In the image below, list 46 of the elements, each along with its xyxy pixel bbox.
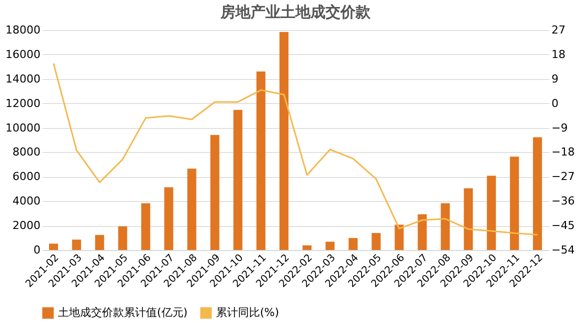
y-tick-label: 2000 [12,219,40,232]
chart-title: 房地产业土地成交价款 [220,3,372,21]
y2-tick-label: 9 [552,72,558,86]
y2-tick-label: −9 [552,121,568,134]
y2-tick-label: 18 [552,48,566,61]
bar [210,134,220,250]
y-tick-label: 4000 [12,194,40,208]
y2-tick-label: −36 [552,194,575,208]
bar [164,187,174,250]
y2-tick-label: 0 [552,96,558,110]
bar [49,244,58,250]
y-tick-label: 14000 [6,72,40,86]
legend-label: 土地成交价款累计值(亿元) [58,306,188,319]
bar [418,214,427,250]
y2-tick-label: −27 [552,170,575,184]
bar [394,224,404,250]
bar [326,242,335,250]
bar [95,234,104,250]
bar [256,72,266,250]
bar [372,233,381,250]
y-tick-label: 12000 [6,96,40,110]
y2-tick-label: −45 [552,219,575,232]
bar [486,176,496,250]
y-tick-label: 6000 [12,170,40,184]
bar [141,203,150,250]
y-tick-label: 0 [34,244,40,256]
legend-label: 累计同比(%) [216,306,280,319]
y2-tick-label: 27 [552,24,566,36]
bar [279,32,288,250]
y2-tick-label: −18 [552,146,575,159]
y-tick-label: 16000 [6,48,40,61]
bar [302,245,312,250]
y-tick-label: 18000 [6,24,40,36]
bar [72,240,82,250]
bar [187,168,196,250]
bar [118,226,128,250]
line-series [52,62,538,236]
bar [510,156,519,250]
bar [348,238,358,250]
bar [464,188,473,250]
y2-tick-label: −54 [552,244,575,256]
y-tick-label: 10000 [6,121,40,134]
bar [233,110,242,250]
y-tick-label: 8000 [12,146,40,159]
bar [532,137,542,250]
bar [440,203,450,250]
